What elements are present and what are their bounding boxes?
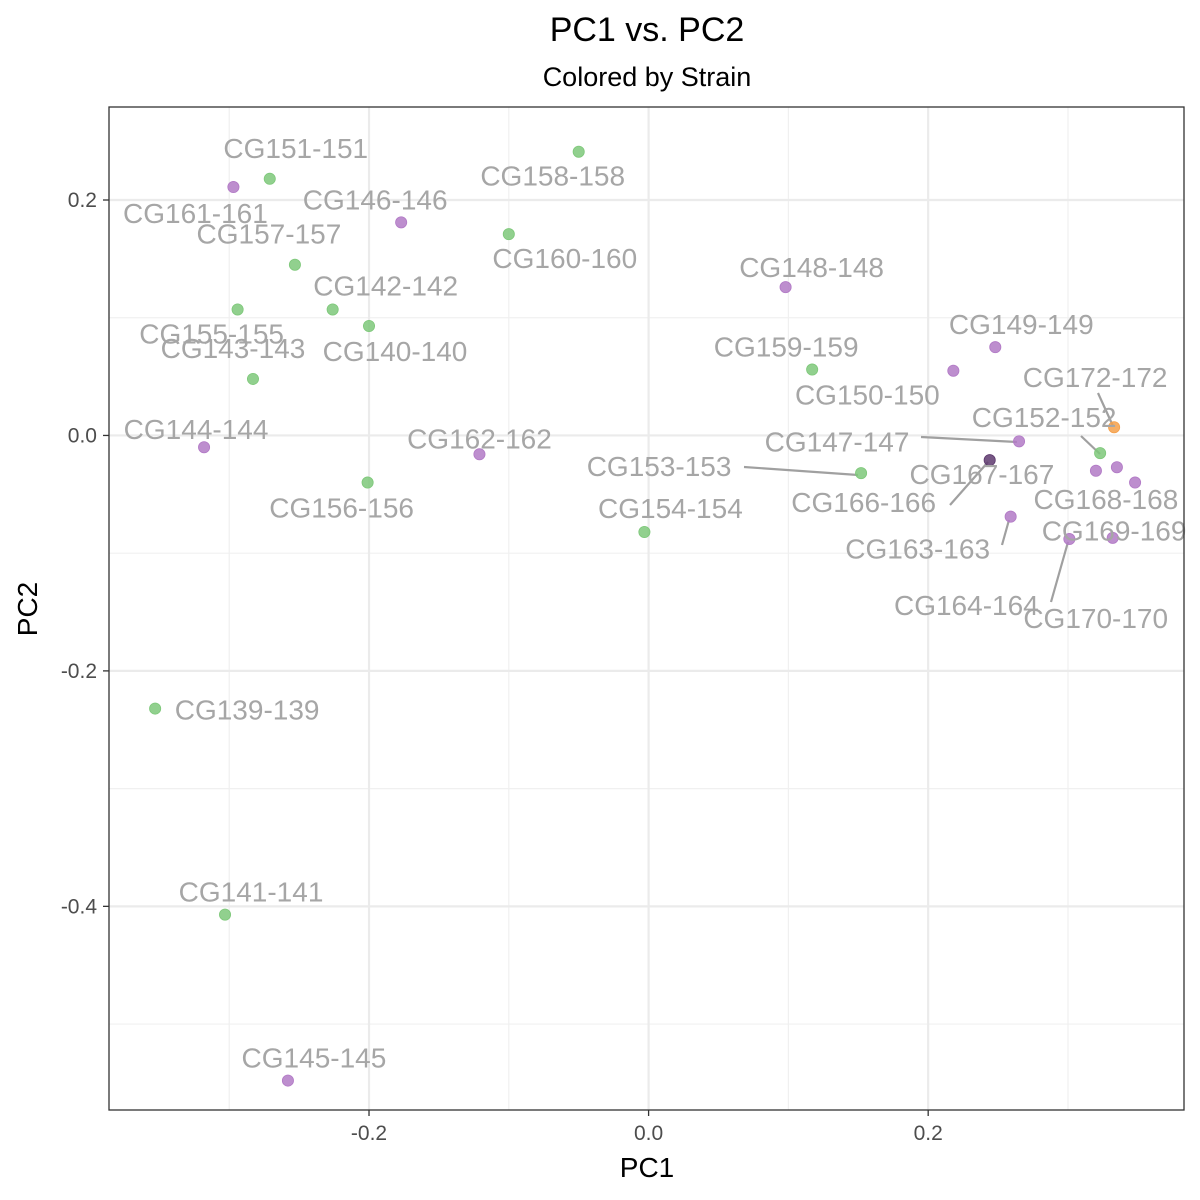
point-label: CG167-167 [910, 459, 1055, 490]
x-tick-label: -0.2 [351, 1122, 387, 1145]
data-point [149, 702, 162, 715]
y-tick-label: -0.2 [61, 660, 97, 683]
data-point [855, 467, 868, 480]
point-label: CG152-152 [972, 402, 1117, 433]
point-label: CG147-147 [765, 426, 910, 457]
data-points [149, 145, 1142, 1087]
chart-subtitle: Colored by Strain [543, 62, 752, 92]
data-point [219, 908, 232, 921]
leader-line [1000, 519, 1011, 546]
point-label: CG164-164 [894, 590, 1039, 621]
data-point [1129, 476, 1142, 489]
point-label: CG148-148 [739, 252, 884, 283]
plot-panel-border [108, 106, 1185, 1111]
point-label: CG170-170 [1023, 603, 1168, 634]
data-point [947, 364, 960, 377]
data-point [198, 441, 211, 454]
point-label: CG151-151 [223, 133, 368, 164]
point-label: CG150-150 [795, 380, 940, 411]
point-label: CG142-142 [313, 270, 458, 301]
data-point [473, 448, 486, 461]
point-label: CG139-139 [175, 695, 320, 726]
data-point [779, 281, 792, 294]
point-label: CG145-145 [242, 1043, 387, 1074]
x-axis-title: PC1 [620, 1152, 674, 1183]
data-point [363, 319, 376, 332]
data-point [1110, 461, 1123, 474]
point-label: CG169-169 [1042, 516, 1187, 547]
data-point [1108, 421, 1121, 434]
point-label: CG172-172 [1023, 362, 1168, 393]
point-label: CG141-141 [179, 877, 324, 908]
data-point [989, 341, 1002, 354]
data-point [288, 258, 301, 271]
point-label: CG161-161 [123, 198, 268, 229]
axis-ticks: -0.2 0.0 0.2 0.2 0.0 -0.2 -0.4 [61, 189, 943, 1145]
data-point [983, 454, 996, 467]
point-label: CG144-144 [124, 414, 269, 445]
data-point [502, 228, 515, 241]
point-label: CG154-154 [598, 493, 743, 524]
data-point [281, 1074, 294, 1087]
data-point [1106, 531, 1119, 544]
data-point [1089, 464, 1102, 477]
point-label: CG168-168 [1034, 484, 1179, 515]
point-label: CG162-162 [407, 423, 552, 454]
y-tick-label: 0.0 [68, 424, 97, 447]
data-point [572, 145, 585, 158]
point-label: CG153-153 [587, 451, 732, 482]
leader-line [949, 461, 989, 506]
data-point [1094, 447, 1107, 460]
point-label: CG159-159 [714, 332, 859, 363]
point-label: CG140-140 [323, 336, 468, 367]
y-tick-label: 0.2 [68, 189, 97, 212]
x-tick-label: 0.0 [634, 1122, 663, 1145]
leader-line [920, 435, 1018, 444]
point-label: CG163-163 [845, 534, 990, 565]
point-label: CG143-143 [161, 333, 306, 364]
point-label: CG149-149 [949, 309, 1094, 340]
leader-line [1096, 392, 1115, 427]
point-label: CG155-155 [139, 318, 284, 349]
point-label: CG146-146 [303, 184, 448, 215]
data-point [806, 363, 819, 376]
grid [109, 107, 1184, 1110]
data-point [361, 476, 374, 489]
data-point [395, 216, 408, 229]
point-label: CG157-157 [197, 219, 342, 250]
data-point [246, 372, 259, 385]
chart-title: PC1 vs. PC2 [550, 11, 745, 49]
leader-line [743, 465, 859, 477]
data-point [231, 303, 244, 316]
point-label: CG160-160 [492, 243, 637, 274]
point-label: CG166-166 [791, 487, 936, 518]
data-point [1013, 435, 1026, 448]
point-label: CG158-158 [480, 161, 625, 192]
leader-line [1049, 541, 1070, 603]
data-point [638, 525, 651, 538]
data-point [326, 303, 339, 316]
label-leader-lines [743, 392, 1115, 603]
data-point [227, 181, 240, 194]
point-labels: CG139-139 CG140-140 CG141-141 CG142-142 CG14… [123, 133, 1186, 1074]
y-tick-label: -0.4 [61, 895, 98, 918]
y-axis-title: PC2 [12, 582, 43, 636]
point-label: CG156-156 [269, 493, 414, 524]
x-tick-label: 0.2 [914, 1122, 943, 1145]
data-point [263, 172, 276, 185]
data-point [1063, 533, 1076, 546]
data-point [1004, 510, 1017, 523]
